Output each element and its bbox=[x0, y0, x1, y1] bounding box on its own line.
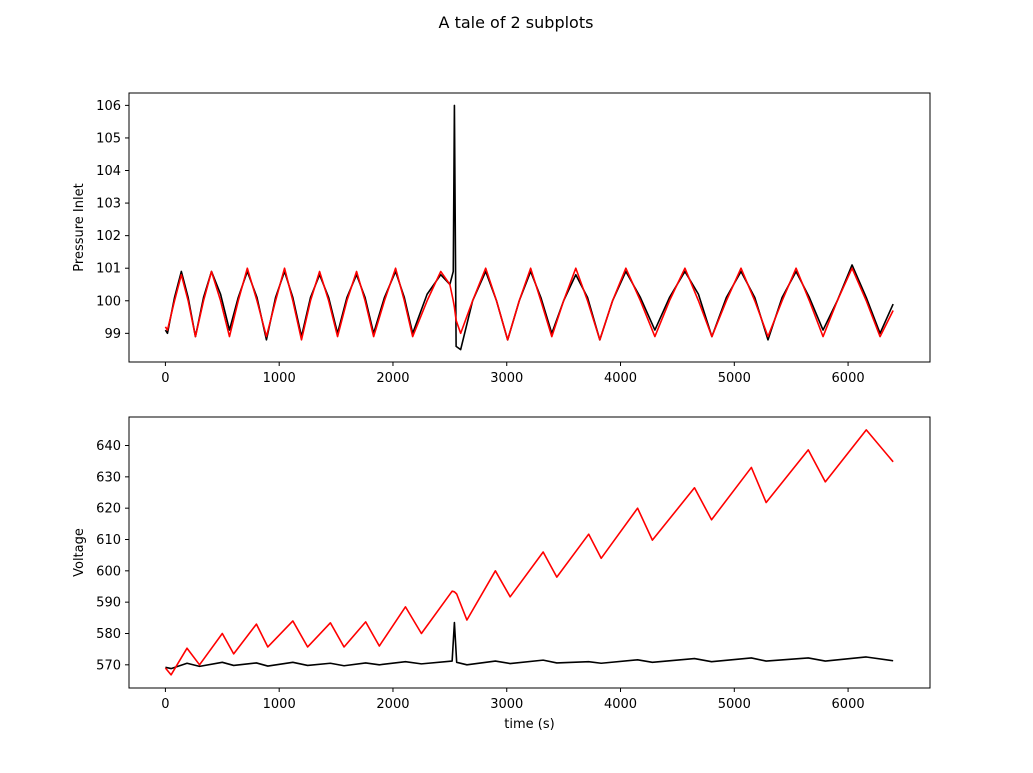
y-tick-label: 590 bbox=[96, 596, 121, 611]
x-tick-label: 3000 bbox=[490, 697, 523, 712]
y-tick-label: 630 bbox=[96, 470, 121, 485]
plot-area bbox=[164, 104, 894, 351]
data-line bbox=[164, 267, 894, 341]
x-tick-label: 6000 bbox=[832, 371, 865, 386]
x-tick-label: 4000 bbox=[604, 371, 637, 386]
axes-frame bbox=[128, 416, 931, 689]
y-tick-label: 99 bbox=[104, 327, 121, 342]
y-tick-label: 101 bbox=[96, 262, 121, 277]
data-line bbox=[164, 429, 894, 676]
axes-frame bbox=[128, 92, 931, 363]
y-axis-label: Voltage bbox=[72, 528, 87, 577]
x-tick-label: 3000 bbox=[490, 371, 523, 386]
y-axis-label: Pressure Inlet bbox=[72, 183, 87, 271]
x-tick-label: 5000 bbox=[718, 371, 751, 386]
x-tick-label: 2000 bbox=[376, 697, 409, 712]
y-tick-label: 580 bbox=[96, 627, 121, 642]
y-tick-label: 610 bbox=[96, 533, 121, 548]
x-tick-label: 1000 bbox=[263, 697, 296, 712]
figure-title: A tale of 2 subplots bbox=[439, 13, 594, 32]
y-tick-label: 570 bbox=[96, 658, 121, 673]
y-tick-label: 620 bbox=[96, 502, 121, 517]
x-tick-label: 4000 bbox=[604, 697, 637, 712]
x-tick-label: 1000 bbox=[263, 371, 296, 386]
data-line bbox=[165, 621, 894, 670]
x-axis-label: time (s) bbox=[504, 717, 554, 732]
x-tick-label: 6000 bbox=[832, 697, 865, 712]
y-tick-label: 106 bbox=[96, 99, 121, 114]
y-tick-label: 104 bbox=[96, 164, 121, 179]
plot-area bbox=[164, 429, 894, 676]
y-tick-label: 600 bbox=[96, 564, 121, 579]
x-tick-label: 2000 bbox=[376, 371, 409, 386]
y-tick-label: 105 bbox=[96, 131, 121, 146]
x-tick-label: 0 bbox=[161, 371, 169, 386]
y-tick-label: 102 bbox=[96, 229, 121, 244]
y-tick-label: 640 bbox=[96, 439, 121, 454]
x-tick-label: 5000 bbox=[718, 697, 751, 712]
y-tick-label: 103 bbox=[96, 197, 121, 212]
y-tick-label: 100 bbox=[96, 294, 121, 309]
x-tick-label: 0 bbox=[161, 697, 169, 712]
